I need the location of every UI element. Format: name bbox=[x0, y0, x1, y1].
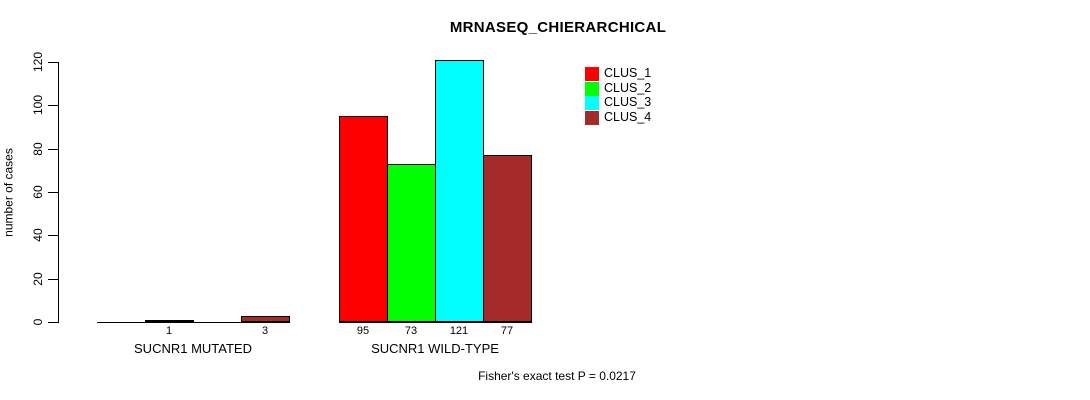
group-baseline bbox=[97, 322, 290, 323]
legend-label: CLUS_2 bbox=[604, 80, 652, 95]
y-tick-label: 120 bbox=[31, 51, 45, 73]
bar-value-label: 121 bbox=[449, 325, 469, 337]
group-baseline bbox=[339, 322, 532, 323]
legend-label: CLUS_4 bbox=[604, 110, 652, 125]
legend-swatch bbox=[585, 81, 599, 96]
y-axis-line bbox=[58, 62, 59, 323]
legend-label: CLUS_1 bbox=[604, 66, 652, 80]
bar-value-label: 73 bbox=[404, 325, 418, 337]
bar bbox=[387, 163, 436, 322]
y-tick bbox=[48, 322, 58, 323]
y-tick bbox=[48, 148, 58, 150]
y-tick bbox=[48, 278, 58, 280]
legend-swatch bbox=[585, 111, 599, 126]
y-tick-label: 80 bbox=[31, 142, 45, 156]
y-tick-label: 0 bbox=[31, 318, 45, 326]
bar-value-label: 3 bbox=[261, 325, 269, 337]
bar-value-label: 1 bbox=[165, 325, 173, 337]
group-label: SUCNR1 MUTATED bbox=[134, 341, 252, 356]
legend-swatch bbox=[585, 67, 599, 81]
bar bbox=[339, 116, 388, 322]
y-tick-label: 20 bbox=[31, 272, 45, 286]
y-tick bbox=[48, 235, 58, 237]
legend-label: CLUS_3 bbox=[604, 95, 652, 110]
bar-value-label: 77 bbox=[500, 325, 514, 337]
group-label: SUCNR1 WILD-TYPE bbox=[371, 341, 499, 356]
y-tick-label: 100 bbox=[31, 95, 45, 116]
y-tick-label: 60 bbox=[31, 185, 45, 199]
y-tick bbox=[48, 192, 58, 193]
y-tick bbox=[48, 62, 58, 63]
chart-title: MRNASEQ_CHIERARCHICAL bbox=[449, 19, 667, 36]
y-tick-label: 40 bbox=[31, 228, 45, 242]
p-value-annotation: Fisher's exact test P = 0.0217 bbox=[478, 369, 636, 383]
bar bbox=[435, 59, 484, 322]
bar-value-label: 95 bbox=[356, 325, 370, 337]
bar bbox=[241, 315, 290, 322]
y-axis-label: number of cases bbox=[1, 148, 16, 237]
legend-swatch bbox=[585, 96, 599, 111]
bar bbox=[483, 155, 532, 322]
y-tick bbox=[48, 105, 58, 107]
bar bbox=[145, 319, 194, 322]
